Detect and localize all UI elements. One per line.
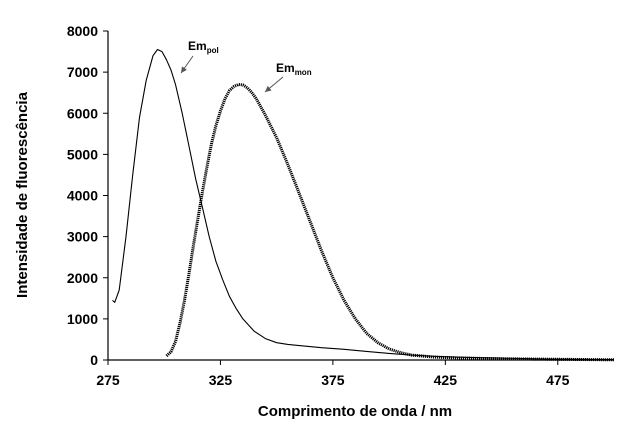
series-em-mon-line: [165, 83, 615, 362]
y-tick-label: 8000: [67, 23, 98, 39]
x-tick-label: 425: [434, 372, 458, 388]
y-axis-title: Intensidade de fluorescência: [14, 91, 31, 298]
x-tick-label: 325: [209, 372, 233, 388]
y-tick-label: 1000: [67, 311, 98, 327]
annotation-label-main: Em: [276, 61, 295, 75]
annotation-label-main: Em: [188, 39, 207, 53]
x-tick-label: 375: [321, 372, 345, 388]
y-tick-label: 7000: [67, 64, 98, 80]
annotation-arrow-head: [265, 85, 272, 92]
annotation-label-sub: pol: [207, 46, 219, 55]
x-axis-title: Comprimento de onda / nm: [258, 403, 452, 420]
annotation-arrow-head: [181, 66, 187, 73]
x-tick-label: 475: [546, 372, 570, 388]
y-tick-label: 3000: [67, 229, 98, 245]
y-tick-label: 0: [90, 352, 98, 368]
annotation-label: Emmon: [276, 61, 312, 77]
plot-area: [112, 48, 615, 362]
x-tick-label: 275: [96, 372, 120, 388]
y-tick-label: 5000: [67, 146, 98, 162]
y-tick-label: 4000: [67, 188, 98, 204]
series-em-pol-line: [112, 48, 615, 361]
annotation-label: Empol: [188, 39, 219, 55]
axes: 0 1000 2000 3000 4000 5000 6000 7000 8000 275 325 3…: [67, 23, 614, 388]
y-tick-label: 6000: [67, 105, 98, 121]
y-tick-label: 2000: [67, 270, 98, 286]
annotation-label-sub: mon: [295, 68, 312, 77]
